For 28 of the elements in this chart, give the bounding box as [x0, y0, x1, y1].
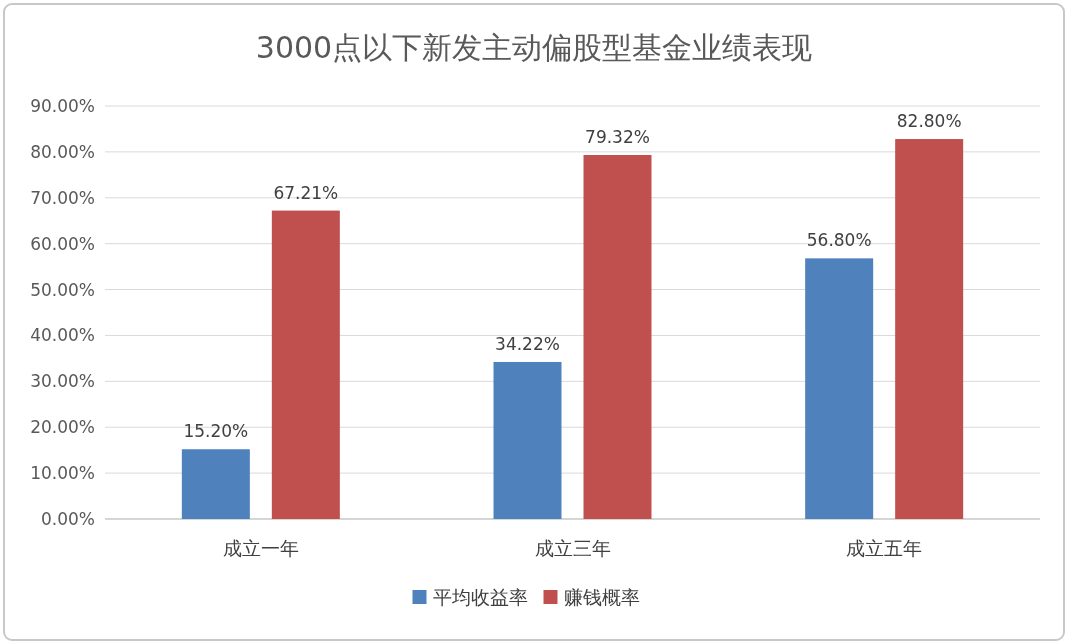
data-label: 34.22%	[495, 333, 560, 354]
y-tick-label: 40.00%	[30, 325, 95, 346]
y-tick-label: 20.00%	[30, 417, 95, 438]
legend-label: 赚钱概率	[563, 586, 640, 608]
y-tick-label: 0.00%	[40, 509, 95, 529]
data-label: 82.80%	[896, 111, 962, 132]
y-tick-label: 60.00%	[30, 233, 95, 254]
bar	[181, 449, 250, 519]
data-label: 15.20%	[183, 421, 249, 442]
data-label: 56.80%	[806, 230, 872, 251]
y-tick-label: 30.00%	[30, 371, 95, 392]
bar	[583, 155, 652, 519]
x-tick-label: 成立一年	[222, 537, 299, 559]
x-tick-label: 成立三年	[534, 537, 611, 559]
bar	[271, 210, 340, 519]
bar	[895, 139, 964, 519]
bar	[493, 361, 562, 519]
bar	[805, 258, 874, 519]
y-tick-label: 70.00%	[30, 187, 95, 208]
legend-label: 平均收益率	[432, 586, 528, 608]
y-tick-label: 50.00%	[30, 279, 95, 300]
chart-title: 3000点以下新发主动偏股型基金业绩表现	[255, 30, 813, 65]
data-label: 79.32%	[585, 127, 650, 148]
x-tick-label: 成立五年	[846, 537, 923, 559]
y-tick-label: 10.00%	[30, 463, 95, 484]
y-tick-label: 90.00%	[30, 96, 95, 116]
y-tick-label: 80.00%	[30, 141, 95, 162]
data-label: 67.21%	[273, 182, 339, 203]
